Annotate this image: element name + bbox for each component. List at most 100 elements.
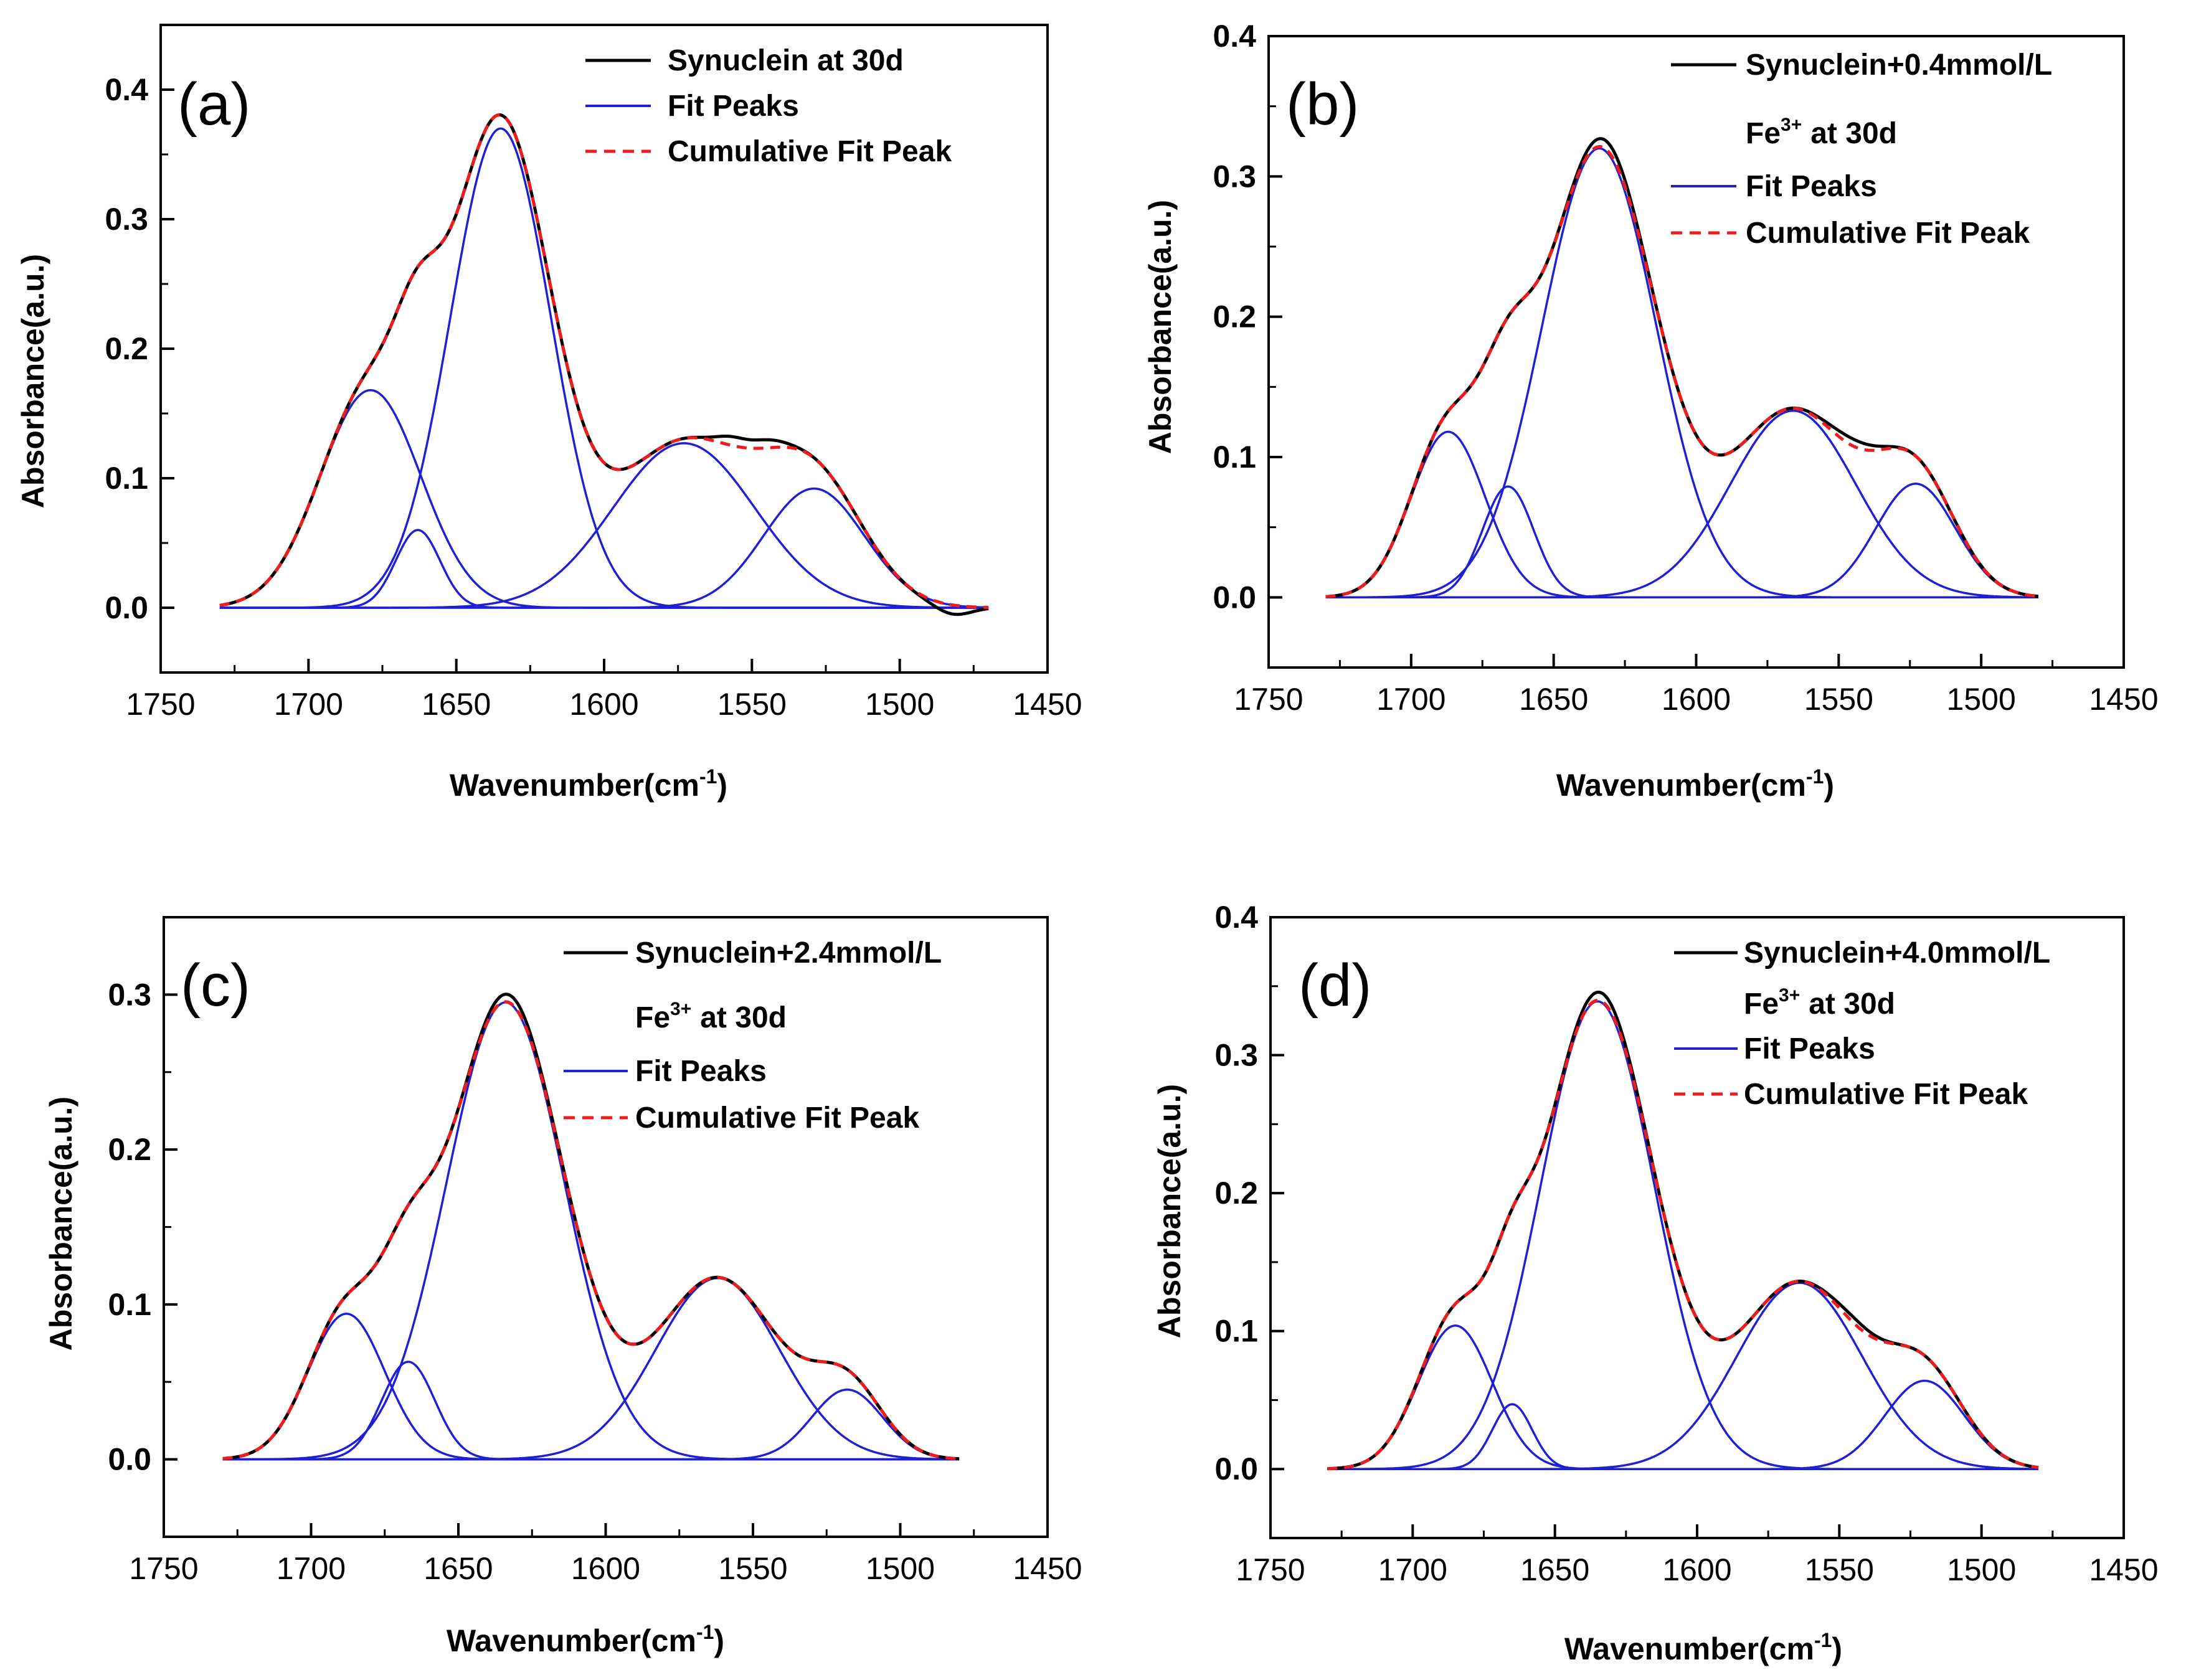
fit-peak-3 bbox=[219, 127, 989, 609]
x-tick-label: 1750 bbox=[129, 1551, 198, 1586]
y-tick-label: 0.0 bbox=[1213, 580, 1256, 615]
legend-measured-label-line2: Fe3+ at 30d bbox=[1744, 985, 1895, 1021]
fit-peak-5 bbox=[219, 487, 989, 609]
legend-measured-label-line2: Fe3+ at 30d bbox=[1746, 115, 1897, 150]
x-tick-label: 1700 bbox=[1376, 682, 1446, 717]
legend-ion-charge: 3+ bbox=[670, 999, 691, 1019]
x-tick-label: 1700 bbox=[277, 1551, 346, 1586]
x-tick-label: 1650 bbox=[422, 687, 491, 722]
legend-ion: Fe bbox=[1746, 117, 1781, 150]
x-axis-label-close: ) bbox=[1832, 1631, 1842, 1666]
legend-fit-label: Fit Peaks bbox=[635, 1055, 767, 1088]
legend-cumulative-label: Cumulative Fit Peak bbox=[635, 1102, 919, 1135]
cumulative-fit-line bbox=[222, 1000, 960, 1461]
y-tick-label: 0.0 bbox=[105, 590, 148, 625]
x-tick-label: 1500 bbox=[1947, 682, 2016, 717]
legend-fit-label: Fit Peaks bbox=[668, 90, 799, 123]
x-axis-label: Wavenumber(cm-1) bbox=[1556, 765, 1834, 803]
x-tick-label: 1450 bbox=[1013, 687, 1082, 722]
legend-measured-label: Synuclein+2.4mmol/L bbox=[635, 937, 942, 970]
fit-peak-5 bbox=[222, 1388, 960, 1461]
cumulative-fit-line bbox=[1325, 144, 2038, 598]
x-tick-label: 1450 bbox=[1013, 1551, 1082, 1586]
x-tick-label: 1550 bbox=[717, 687, 787, 722]
x-tick-label: 1550 bbox=[718, 1551, 787, 1586]
y-tick-label: 0.4 bbox=[1213, 19, 1256, 54]
legend-ion: Fe bbox=[1744, 988, 1779, 1021]
fit-peak-5 bbox=[1325, 483, 2038, 599]
y-tick-label: 0.2 bbox=[108, 1132, 151, 1167]
legend-ion-suffix: at 30d bbox=[1809, 988, 1895, 1021]
legend: Synuclein+0.4mmol/L Fe3+ at 30d Fit Peaks… bbox=[1671, 49, 2052, 250]
x-axis-label-sup: -1 bbox=[1806, 765, 1824, 788]
legend-measured-label-line2: Fe3+ at 30d bbox=[635, 999, 787, 1034]
y-tick-label: 0.3 bbox=[108, 977, 151, 1012]
x-axis-label-text: Wavenumber(cm bbox=[1556, 768, 1806, 803]
x-tick-label: 1450 bbox=[2089, 682, 2158, 717]
legend: Synuclein at 30d Fit Peaks Cumulative Fi… bbox=[585, 44, 952, 168]
y-tick-label: 0.2 bbox=[1214, 1176, 1258, 1210]
y-tick-label: 0.3 bbox=[1213, 159, 1256, 194]
x-axis-label-text: Wavenumber(cm bbox=[450, 768, 699, 803]
x-tick-label: 1550 bbox=[1805, 1552, 1874, 1587]
fit-peak-5 bbox=[1327, 1379, 2039, 1470]
legend-measured-label: Synuclein+0.4mmol/L bbox=[1746, 49, 2052, 82]
x-axis-label-text: Wavenumber(cm bbox=[447, 1623, 696, 1658]
legend: Synuclein+4.0mmol/L Fe3+ at 30d Fit Peaks… bbox=[1674, 937, 2050, 1111]
legend-ion-suffix: at 30d bbox=[1810, 117, 1897, 150]
x-tick-label: 1500 bbox=[866, 1551, 935, 1586]
x-axis-label: Wavenumber(cm-1) bbox=[450, 765, 727, 803]
y-tick-label: 0.2 bbox=[1213, 300, 1256, 334]
x-tick-label: 1650 bbox=[1520, 1552, 1589, 1587]
y-tick-label: 0.0 bbox=[108, 1442, 151, 1477]
x-axis-label-close: ) bbox=[717, 768, 727, 803]
legend-measured-label: Synuclein at 30d bbox=[668, 44, 904, 77]
y-tick-label: 0.4 bbox=[1214, 900, 1258, 935]
legend-cumulative-label: Cumulative Fit Peak bbox=[668, 135, 952, 168]
x-axis-label-sup: -1 bbox=[1814, 1629, 1832, 1651]
y-axis-label: Absorbance(a.u.) bbox=[44, 1097, 78, 1351]
y-tick-label: 0.3 bbox=[105, 202, 148, 237]
x-tick-label: 1600 bbox=[571, 1551, 640, 1586]
legend-ion-charge: 3+ bbox=[1781, 115, 1802, 135]
x-tick-label: 1700 bbox=[1378, 1552, 1447, 1587]
legend: Synuclein+2.4mmol/L Fe3+ at 30d Fit Peaks… bbox=[564, 937, 942, 1135]
y-tick-label: 0.1 bbox=[1213, 440, 1256, 474]
legend-cumulative-label: Cumulative Fit Peak bbox=[1746, 217, 2030, 250]
x-tick-label: 1650 bbox=[1519, 682, 1588, 717]
x-axis-label-sup: -1 bbox=[696, 1621, 714, 1643]
y-axis-label: Absorbance(a.u.) bbox=[1152, 1084, 1187, 1338]
y-axis-label: Absorbance(a.u.) bbox=[16, 254, 50, 508]
x-tick-label: 1500 bbox=[865, 687, 934, 722]
x-axis-label-close: ) bbox=[1824, 768, 1834, 803]
fit-peak-3 bbox=[1325, 147, 2038, 599]
panel-b: (b) Absorbance(a.u.) Wavenumber(cm-1) Sy… bbox=[1143, 19, 2159, 803]
panel-d: (d) Absorbance(a.u.) Wavenumber(cm-1) Sy… bbox=[1152, 900, 2159, 1666]
x-axis-label-text: Wavenumber(cm bbox=[1564, 1631, 1814, 1666]
cumulative-fit-line bbox=[219, 113, 989, 609]
panel-a: (a) Absorbance(a.u.) Wavenumber(cm-1) Sy… bbox=[16, 24, 1082, 803]
x-axis-label: Wavenumber(cm-1) bbox=[1564, 1629, 1842, 1666]
x-axis-label-sup: -1 bbox=[699, 765, 717, 788]
legend-fit-label: Fit Peaks bbox=[1744, 1032, 1875, 1065]
y-tick-label: 0.1 bbox=[105, 461, 148, 496]
x-tick-label: 1750 bbox=[126, 687, 195, 722]
legend-cumulative-label: Cumulative Fit Peak bbox=[1744, 1078, 2028, 1111]
panel-label: (b) bbox=[1286, 71, 1359, 138]
legend-ion: Fe bbox=[635, 1001, 670, 1034]
y-tick-label: 0.4 bbox=[105, 72, 148, 107]
x-tick-label: 1700 bbox=[274, 687, 343, 722]
legend-fit-label: Fit Peaks bbox=[1746, 170, 1877, 203]
x-axis-label: Wavenumber(cm-1) bbox=[447, 1621, 724, 1658]
fit-peak-3 bbox=[222, 1001, 960, 1461]
x-tick-label: 1600 bbox=[569, 687, 638, 722]
x-tick-label: 1750 bbox=[1234, 682, 1303, 717]
panel-label: (a) bbox=[177, 71, 250, 138]
panel-c: (c) Absorbance(a.u.) Wavenumber(cm-1) Sy… bbox=[44, 916, 1082, 1658]
y-tick-label: 0.2 bbox=[105, 331, 148, 366]
cumulative-fit-line bbox=[1327, 998, 2039, 1471]
x-tick-label: 1550 bbox=[1804, 682, 1873, 717]
x-axis-label-close: ) bbox=[714, 1623, 724, 1658]
